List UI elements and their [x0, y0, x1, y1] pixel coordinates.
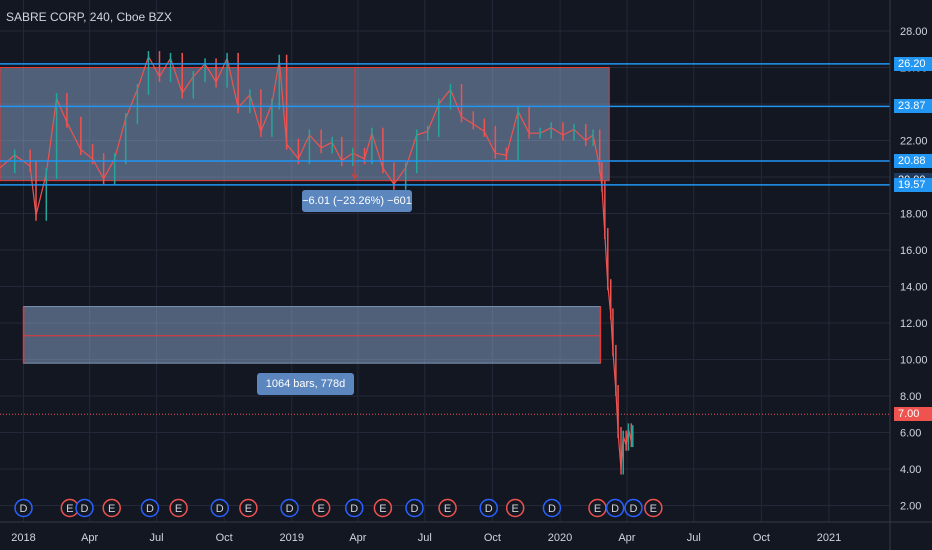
dividend-event-marker[interactable] — [344, 498, 364, 518]
event-marker-letter: D — [81, 503, 89, 515]
x-tick-label: Oct — [753, 532, 770, 544]
y-tick-label: 22.00 — [900, 136, 928, 148]
date-range-label: 1064 bars, 778d — [257, 373, 354, 395]
dividend-event-marker[interactable] — [479, 498, 498, 518]
event-marker-letter: D — [146, 503, 154, 515]
earnings-event-marker[interactable] — [169, 498, 188, 518]
x-tick-label: 2021 — [817, 532, 841, 544]
chart-title: SABRE CORP, 240, Cboe BZX — [6, 10, 172, 24]
x-tick-label: Apr — [81, 532, 98, 544]
x-tick-label: Jul — [418, 532, 432, 544]
date-range-box[interactable] — [23, 306, 601, 364]
earnings-event-marker[interactable] — [102, 498, 121, 518]
x-tick-label: 2019 — [280, 532, 304, 544]
dividend-event-marker[interactable] — [624, 498, 643, 518]
x-tick-label: Jul — [687, 532, 701, 544]
horizontal-levels[interactable] — [0, 63, 890, 415]
measure-arrow-head — [351, 173, 359, 180]
x-tick-label: 2020 — [548, 532, 572, 544]
level-price-tag: 19.57 — [894, 177, 932, 192]
dividend-event-marker[interactable] — [75, 498, 94, 518]
event-marker-letter: E — [245, 503, 252, 515]
level-price-tag: 23.87 — [894, 99, 932, 114]
event-marker-letter: E — [650, 503, 657, 515]
dividend-event-marker[interactable] — [405, 498, 424, 518]
dividend-event-marker[interactable] — [14, 498, 33, 518]
event-marker-letter: E — [594, 503, 601, 515]
earnings-event-marker[interactable] — [239, 498, 258, 518]
event-marker-letter: D — [350, 503, 358, 515]
level-price-tag: 20.88 — [894, 153, 932, 168]
event-marker-letter: D — [548, 503, 556, 515]
price-range-label: −6.01 (−23.26%) −601 — [302, 190, 412, 212]
y-tick-label: 10.00 — [900, 355, 928, 367]
y-tick-label: 16.00 — [900, 245, 928, 257]
event-marker-letter: E — [379, 503, 386, 515]
price-series — [0, 51, 634, 475]
earnings-event-marker[interactable] — [373, 498, 393, 518]
dividend-event-marker[interactable] — [542, 498, 562, 518]
x-tick-label: Oct — [484, 532, 501, 544]
event-marker-letter: D — [20, 503, 28, 515]
event-marker-letter: D — [485, 503, 493, 515]
event-marker-letter: E — [108, 503, 115, 515]
earnings-event-marker[interactable] — [311, 498, 331, 518]
y-tick-label: 6.00 — [900, 428, 921, 440]
event-marker-letter: E — [444, 503, 451, 515]
dividend-event-marker[interactable] — [210, 498, 229, 518]
y-tick-label: 4.00 — [900, 464, 921, 476]
y-tick-label: 28.00 — [900, 26, 928, 38]
x-tick-label: Apr — [349, 532, 366, 544]
measure-arrow — [351, 67, 359, 180]
y-tick-label: 8.00 — [900, 391, 921, 403]
event-marker-letter: D — [286, 503, 294, 515]
x-tick-label: Jul — [150, 532, 164, 544]
y-tick-label: 18.00 — [900, 209, 928, 221]
event-marker-letter: D — [630, 503, 638, 515]
earnings-event-marker[interactable] — [505, 498, 525, 518]
dividend-event-marker[interactable] — [605, 498, 625, 518]
y-tick-label: 2.00 — [900, 501, 921, 513]
x-tick-label: 2018 — [11, 532, 35, 544]
dividend-event-marker[interactable] — [140, 498, 160, 518]
drawing-boxes[interactable] — [0, 67, 610, 364]
price-range-box[interactable] — [0, 67, 610, 182]
y-tick-label: 12.00 — [900, 318, 928, 330]
earnings-event-marker[interactable] — [644, 498, 663, 518]
event-marker-letter: D — [216, 503, 224, 515]
event-marker-letter: E — [317, 503, 324, 515]
x-tick-label: Apr — [618, 532, 635, 544]
last-price-tag: 7.00 — [894, 407, 932, 422]
event-marker-letter: D — [611, 503, 619, 515]
event-marker-letter: E — [512, 503, 519, 515]
y-tick-label: 14.00 — [900, 282, 928, 294]
event-marker-letter: E — [175, 503, 182, 515]
dividend-event-marker[interactable] — [280, 498, 299, 518]
event-marker-letter: D — [411, 503, 419, 515]
earnings-event-marker[interactable] — [438, 498, 457, 518]
x-tick-label: Oct — [216, 532, 233, 544]
level-price-tag: 26.20 — [894, 56, 932, 71]
event-marker-letter: E — [66, 503, 73, 515]
